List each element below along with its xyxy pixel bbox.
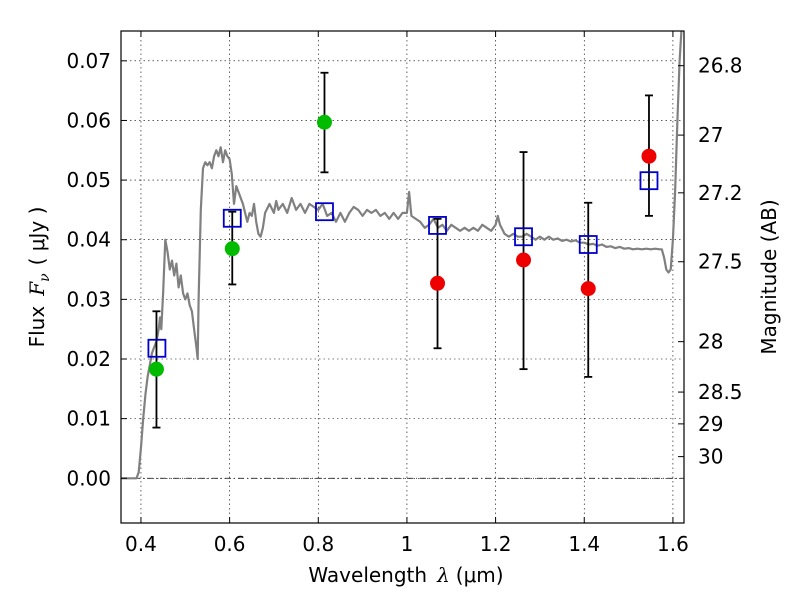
x-axis-label: Wavelength λ (μm) <box>308 563 503 587</box>
y-tick-label: 0.07 <box>66 49 111 73</box>
model-spectrum-line <box>121 31 683 480</box>
model-bandpass-point <box>147 338 167 358</box>
x-tick-label: 0.8 <box>302 532 334 556</box>
x-tick-label: 1 <box>401 532 414 556</box>
model-points <box>147 171 659 358</box>
measured-point <box>516 252 532 268</box>
grid <box>121 31 684 523</box>
magnitude-tick-label: 29 <box>698 412 723 436</box>
magnitude-tick-label: 27.2 <box>698 181 743 205</box>
x-tick-label: 1.2 <box>480 532 512 556</box>
y-axis-label-symbol: F <box>25 281 49 297</box>
x-axis-label-text: Wavelength <box>308 563 427 587</box>
plot-background <box>121 31 684 523</box>
measured-point <box>316 114 332 130</box>
magnitude-tick-label: 26.8 <box>698 54 743 78</box>
y-axis-label-unit: ( μJy ) <box>25 207 49 266</box>
x-axis-label-unit: (μm) <box>456 563 504 587</box>
model-spectrum-layer <box>121 31 683 480</box>
measured-point <box>148 361 164 377</box>
magnitude-tick-label: 27 <box>698 123 723 147</box>
x-tick-label: 1.6 <box>657 532 689 556</box>
model-bandpass-point <box>639 171 659 191</box>
y-axis-label-text: Flux <box>25 306 49 348</box>
measured-point <box>580 281 596 297</box>
y-tick-label: 0.04 <box>66 228 111 252</box>
y-axis-label-subscript: ν <box>37 273 53 282</box>
magnitude-axis-label: Magnitude (AB) <box>757 199 781 354</box>
model-bandpass-point <box>222 208 242 228</box>
model-bandpass-point <box>428 216 447 235</box>
x-axis-ticks: 0.4 0.6 0.8 1 1.2 1.4 1.6 <box>125 31 689 556</box>
y-tick-label: 0.06 <box>66 108 111 132</box>
magnitude-tick-label: 27.5 <box>698 250 743 274</box>
measured-point <box>641 148 657 164</box>
y-tick-label: 0.00 <box>66 466 111 490</box>
y-tick-label: 0.02 <box>66 347 111 371</box>
y-axis-label: Flux Fν ( μJy ) <box>25 207 53 348</box>
magnitude-tick-label: 30 <box>698 445 723 469</box>
y-tick-label: 0.01 <box>66 407 111 431</box>
measured-points <box>148 114 657 377</box>
model-bandpass-point <box>514 227 533 247</box>
measured-point <box>224 241 240 257</box>
y-axis-ticks: 0.00 0.01 0.02 0.03 0.04 0.05 0.06 0.07 <box>66 49 127 490</box>
x-tick-label: 0.4 <box>125 532 157 556</box>
y-tick-label: 0.05 <box>66 168 111 192</box>
model-bandpass-point <box>315 202 334 222</box>
x-tick-label: 1.4 <box>568 532 600 556</box>
x-axis-label-symbol: λ <box>436 563 450 587</box>
model-bandpass-point <box>578 235 598 254</box>
plot-frame <box>120 30 685 524</box>
y-tick-label: 0.03 <box>66 287 111 311</box>
x-tick-label: 0.6 <box>214 532 246 556</box>
magnitude-tick-label: 28.5 <box>698 380 743 404</box>
magnitude-axis-ticks: 26.8 27 27.2 27.5 28 28.5 29 30 <box>678 54 743 469</box>
measured-point <box>430 275 446 291</box>
magnitude-tick-label: 28 <box>698 330 723 354</box>
